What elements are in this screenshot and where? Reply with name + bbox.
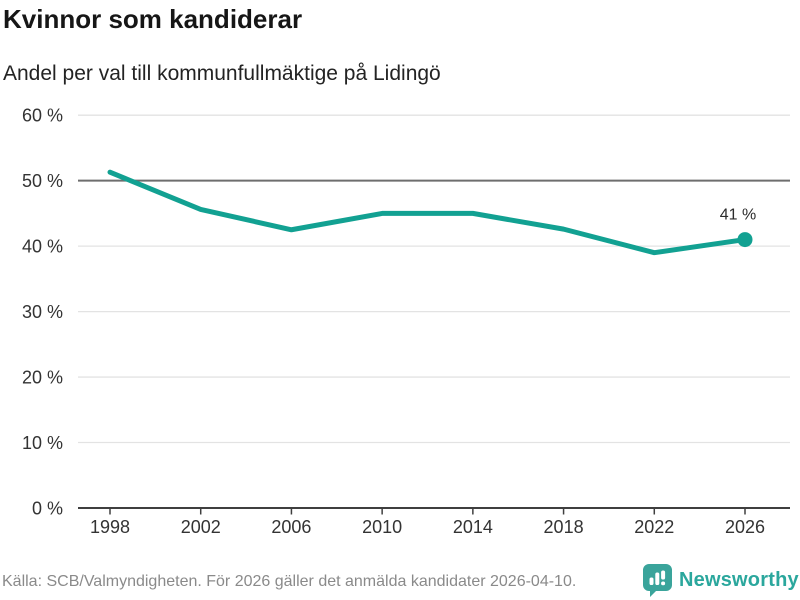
bar-chart-glyph: [649, 570, 666, 586]
x-tick-label: 2010: [362, 517, 402, 537]
chart-title: Kvinnor som kandiderar: [3, 4, 303, 34]
y-tick-label: 0 %: [32, 499, 63, 519]
x-tick-label: 1998: [90, 517, 130, 537]
newsworthy-brand: Newsworthy: [643, 564, 799, 597]
x-tick-label: 2026: [725, 517, 765, 537]
x-tick-label: 2002: [181, 517, 221, 537]
y-tick-label: 60 %: [22, 106, 63, 126]
brand-name: Newsworthy: [679, 569, 799, 591]
chart-subtitle: Andel per val till kommunfullmäktige på …: [3, 62, 441, 85]
y-tick-label: 30 %: [22, 302, 63, 322]
y-tick-label: 50 %: [22, 171, 63, 191]
x-tick-label: 2014: [453, 517, 493, 537]
source-note: Källa: SCB/Valmyndigheten. För 2026 gäll…: [2, 573, 577, 590]
y-tick-label: 10 %: [22, 433, 63, 453]
end-point-label: 41 %: [720, 207, 756, 224]
end-point-marker: [737, 232, 753, 248]
data-line: [107, 169, 748, 256]
x-tick-label: 2006: [271, 517, 311, 537]
newsworthy-logo-icon: [643, 564, 672, 597]
y-tick-label: 40 %: [22, 237, 63, 257]
y-tick-label: 20 %: [22, 368, 63, 388]
line-chart: 0 % 10 % 20 % 30 % 40 % 50 % 60 % 1998 2002 2006 2…: [22, 106, 790, 537]
x-tick-label: 2018: [544, 517, 584, 537]
x-tick-label: 2022: [634, 517, 674, 537]
